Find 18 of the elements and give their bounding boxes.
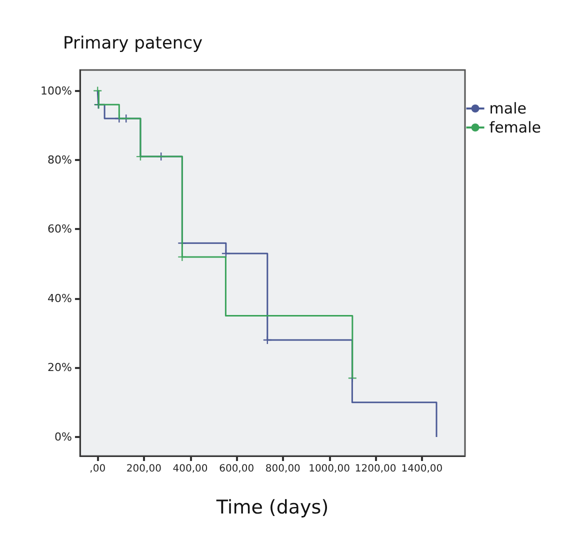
legend-label: male bbox=[489, 100, 526, 118]
chart-title: Primary patency bbox=[63, 34, 203, 54]
x-tick-label: 600,00 bbox=[219, 464, 254, 474]
x-tick-label: 1000,00 bbox=[308, 464, 350, 474]
x-tick-label: 400,00 bbox=[172, 464, 208, 474]
x-tick-label: 1400,00 bbox=[401, 464, 443, 474]
x-tick-label: 200,00 bbox=[126, 464, 162, 474]
x-tick-label: ,00 bbox=[90, 464, 106, 474]
legend-label: female bbox=[489, 118, 542, 136]
x-tick-label: 800,00 bbox=[265, 464, 300, 474]
y-tick-label: 40% bbox=[48, 292, 72, 305]
y-tick-label: 80% bbox=[48, 154, 72, 167]
x-axis-title: Time (days) bbox=[215, 496, 329, 518]
y-tick-label: 60% bbox=[48, 222, 72, 236]
x-tick-label: 1200,00 bbox=[354, 464, 396, 474]
y-tick-label: 20% bbox=[48, 361, 72, 374]
y-tick-label: 0% bbox=[54, 430, 72, 444]
y-tick-label: 100% bbox=[40, 84, 72, 98]
